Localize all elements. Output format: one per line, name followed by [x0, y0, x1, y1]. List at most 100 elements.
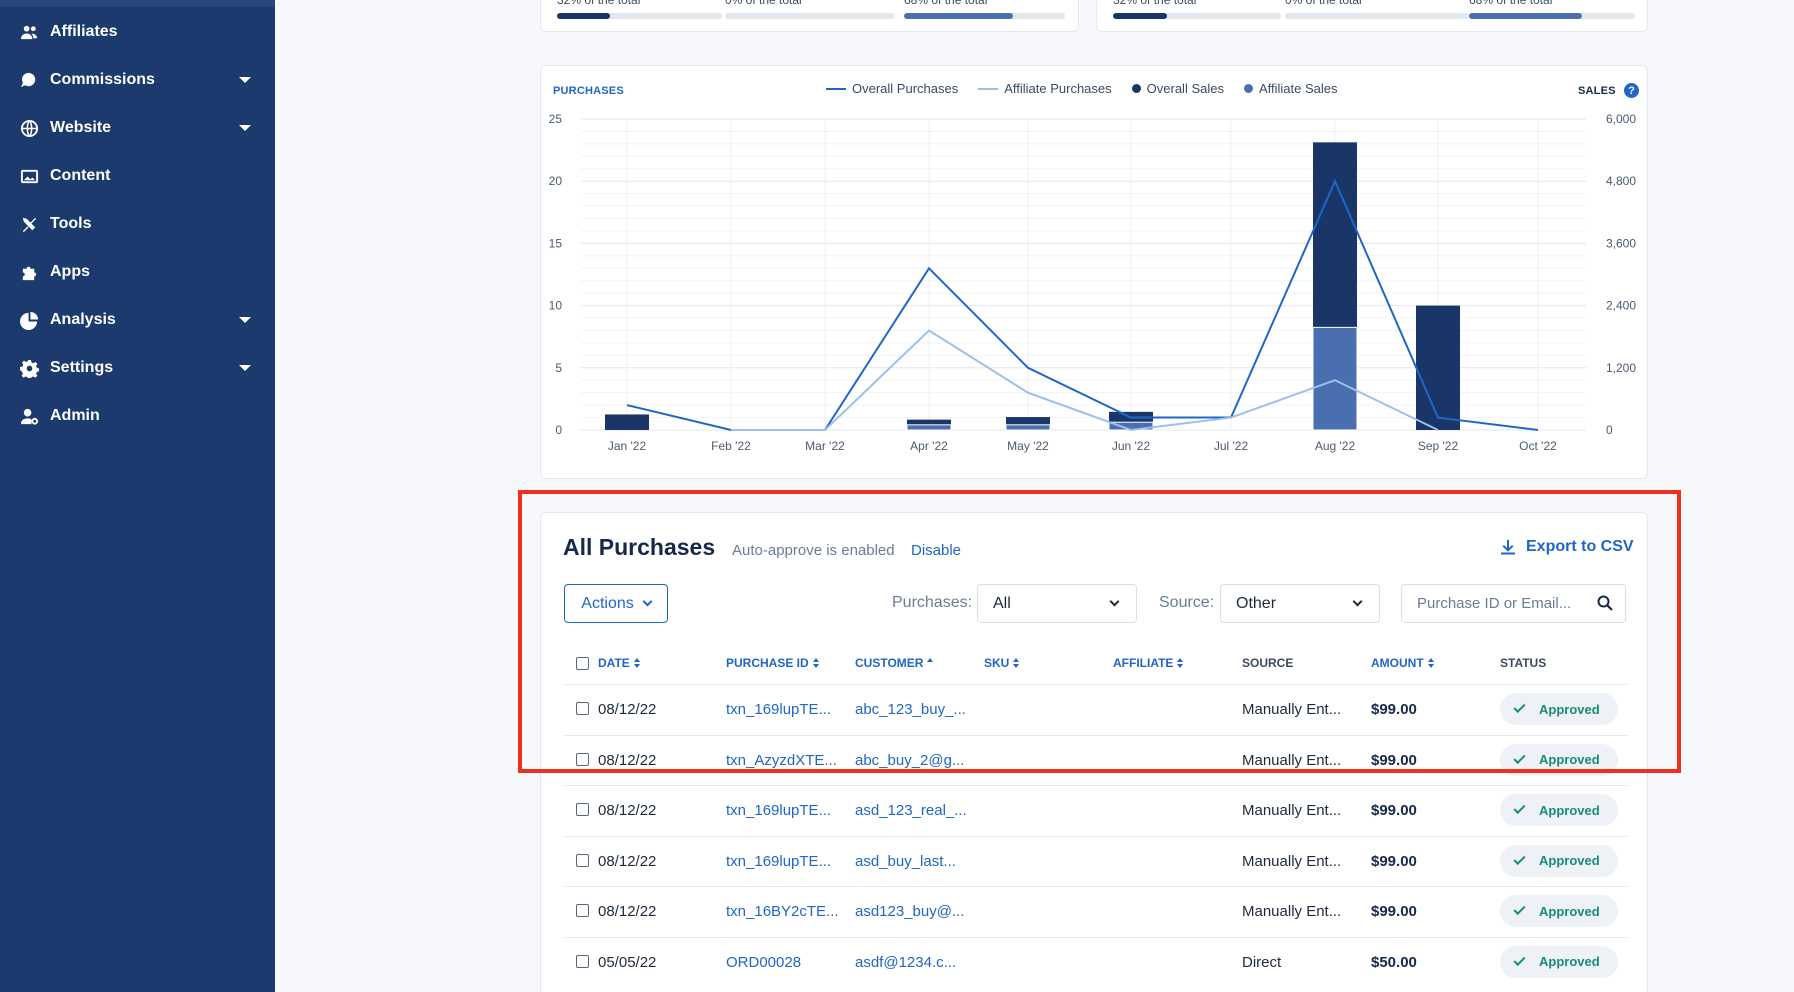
row-date: 05/05/22 [598, 953, 657, 971]
row-amount: $99.00 [1371, 802, 1417, 819]
row-purchase-id-link[interactable]: txn_169lupTE... [726, 701, 832, 718]
column-amount[interactable]: AMOUNT [1371, 656, 1434, 670]
disable-auto-approve-link[interactable]: Disable [911, 542, 962, 559]
auto-approve-status: Auto-approve is enabled [732, 542, 895, 559]
users-icon [18, 21, 40, 43]
share-stat: 68% of the total [904, 0, 1065, 19]
share-stat-label: 68% of the total [904, 0, 988, 7]
purchases-filter-select[interactable]: All [977, 584, 1137, 623]
x-tick-label: Apr '22 [910, 439, 948, 453]
sidebar-item-tools[interactable]: Tools [0, 200, 275, 248]
row-amount: $99.00 [1371, 852, 1417, 870]
help-icon[interactable]: ? [1624, 83, 1639, 98]
share-progress-track [904, 13, 1065, 19]
image-icon [18, 165, 40, 187]
row-checkbox[interactable] [576, 904, 589, 917]
sidebar-item-commissions[interactable]: Commissions [0, 56, 275, 104]
row-checkbox[interactable] [576, 803, 589, 816]
share-progress-track [557, 13, 722, 19]
column-source: SOURCE [1242, 656, 1294, 670]
search-icon[interactable] [1597, 595, 1613, 611]
row-purchase-id-link[interactable]: ORD00028 [726, 953, 802, 971]
legend-swatch [1131, 84, 1141, 93]
row-customer-link[interactable]: asd_123_real_... [855, 802, 967, 819]
search-box [1401, 584, 1626, 623]
x-tick-label: May '22 [1007, 439, 1049, 453]
admin-icon [18, 405, 40, 427]
affiliate-sales-bar [1312, 326, 1358, 431]
sidebar-item-apps[interactable]: Apps [0, 248, 275, 296]
page-title: All Purchases [563, 534, 716, 560]
x-tick-label: Oct '22 [1519, 439, 1557, 453]
globe-icon [18, 117, 40, 139]
sidebar-active-indicator [0, 0, 275, 7]
row-checkbox[interactable] [576, 853, 589, 867]
column-sku[interactable]: SKU [984, 656, 1020, 670]
export-csv-button[interactable]: Export to CSV [1500, 538, 1634, 556]
legend-label: Overall Purchases [852, 81, 959, 96]
row-purchase-id-link[interactable]: txn_169lupTE... [726, 852, 832, 870]
share-stat-label: 32% of the total [557, 0, 641, 7]
source-filter-select[interactable]: Other [1220, 584, 1380, 623]
row-date: 08/12/22 [598, 903, 657, 920]
legend-item[interactable]: Affiliate Purchases [978, 81, 1112, 96]
search-input[interactable] [1403, 586, 1583, 621]
row-purchase-id-link[interactable]: txn_16BY2cTE... [726, 903, 839, 920]
row-customer-link[interactable]: asd123_buy@... [855, 903, 965, 920]
status-badge[interactable]: Approved [1500, 895, 1618, 927]
legend-item[interactable]: Affiliate Sales [1243, 81, 1338, 96]
sidebar-item-website[interactable]: Website [0, 104, 275, 152]
legend-swatch [978, 87, 999, 90]
column-affiliate[interactable]: AFFILIATE [1113, 656, 1184, 670]
column-customer[interactable]: CUSTOMER [855, 656, 934, 670]
caret-down-icon [239, 125, 251, 131]
column-date[interactable]: DATE [598, 656, 640, 670]
status-badge[interactable]: Approved [1500, 945, 1618, 978]
row-customer-link[interactable]: asd_buy_last... [855, 852, 956, 870]
x-tick-label: Feb '22 [711, 439, 751, 453]
column-purchase-id[interactable]: PURCHASE ID [726, 656, 819, 670]
status-label: Approved [1539, 701, 1600, 717]
row-purchase-id-link[interactable]: txn_AzyzdXTE... [726, 751, 837, 769]
right-tick-label: 2,400 [1606, 299, 1636, 313]
row-customer-link[interactable]: abc_buy_2@g... [855, 751, 965, 769]
purchases-breakdown-card: 32% of the total 0% of the total 68% of th… [540, 0, 1079, 32]
select-all-checkbox[interactable] [576, 657, 589, 670]
row-checkbox[interactable] [576, 752, 589, 766]
sidebar-item-settings[interactable]: Settings [0, 344, 275, 392]
share-stat: 0% of the total [1285, 0, 1469, 19]
x-tick-label: Jul '22 [1214, 439, 1249, 453]
left-tick-label: 20 [549, 174, 563, 188]
caret-down-icon [239, 77, 251, 83]
checkmark-icon [1513, 801, 1526, 815]
legend-item[interactable]: Overall Purchases [826, 81, 958, 96]
status-label: Approved [1539, 954, 1600, 969]
sidebar: Affiliates Commissions Website Content Tools… [0, 0, 275, 992]
tools-icon [18, 213, 40, 235]
sidebar-item-label: Website [50, 119, 112, 136]
sidebar-item-label: Tools [50, 215, 92, 232]
sidebar-item-affiliates[interactable]: Affiliates [0, 8, 275, 56]
source-filter-label: Source: [1159, 594, 1215, 611]
right-tick-label: 1,200 [1606, 361, 1636, 375]
sort-ascending-icon [927, 658, 934, 668]
share-stat-label: 32% of the total [1113, 0, 1197, 7]
sidebar-item-admin[interactable]: Admin [0, 392, 275, 440]
column-status: STATUS [1500, 656, 1547, 670]
sidebar-item-analysis[interactable]: Analysis [0, 296, 275, 344]
status-badge[interactable]: Approved [1500, 693, 1618, 725]
status-badge[interactable]: Approved [1500, 844, 1618, 877]
status-badge[interactable]: Approved [1500, 794, 1618, 826]
status-badge[interactable]: Approved [1500, 743, 1618, 776]
row-checkbox[interactable] [576, 954, 589, 968]
sidebar-item-content[interactable]: Content [0, 152, 275, 200]
actions-dropdown-button[interactable]: Actions [564, 584, 668, 623]
legend-item[interactable]: Overall Sales [1131, 81, 1224, 96]
row-checkbox[interactable] [576, 702, 589, 715]
row-purchase-id-link[interactable]: txn_169lupTE... [726, 802, 832, 819]
legend-label: Overall Sales [1146, 81, 1224, 96]
left-tick-label: 25 [549, 112, 563, 126]
row-customer-link[interactable]: asdf@1234.c... [855, 953, 957, 971]
row-customer-link[interactable]: abc_123_buy_... [855, 701, 966, 718]
share-progress-track [1469, 13, 1635, 19]
